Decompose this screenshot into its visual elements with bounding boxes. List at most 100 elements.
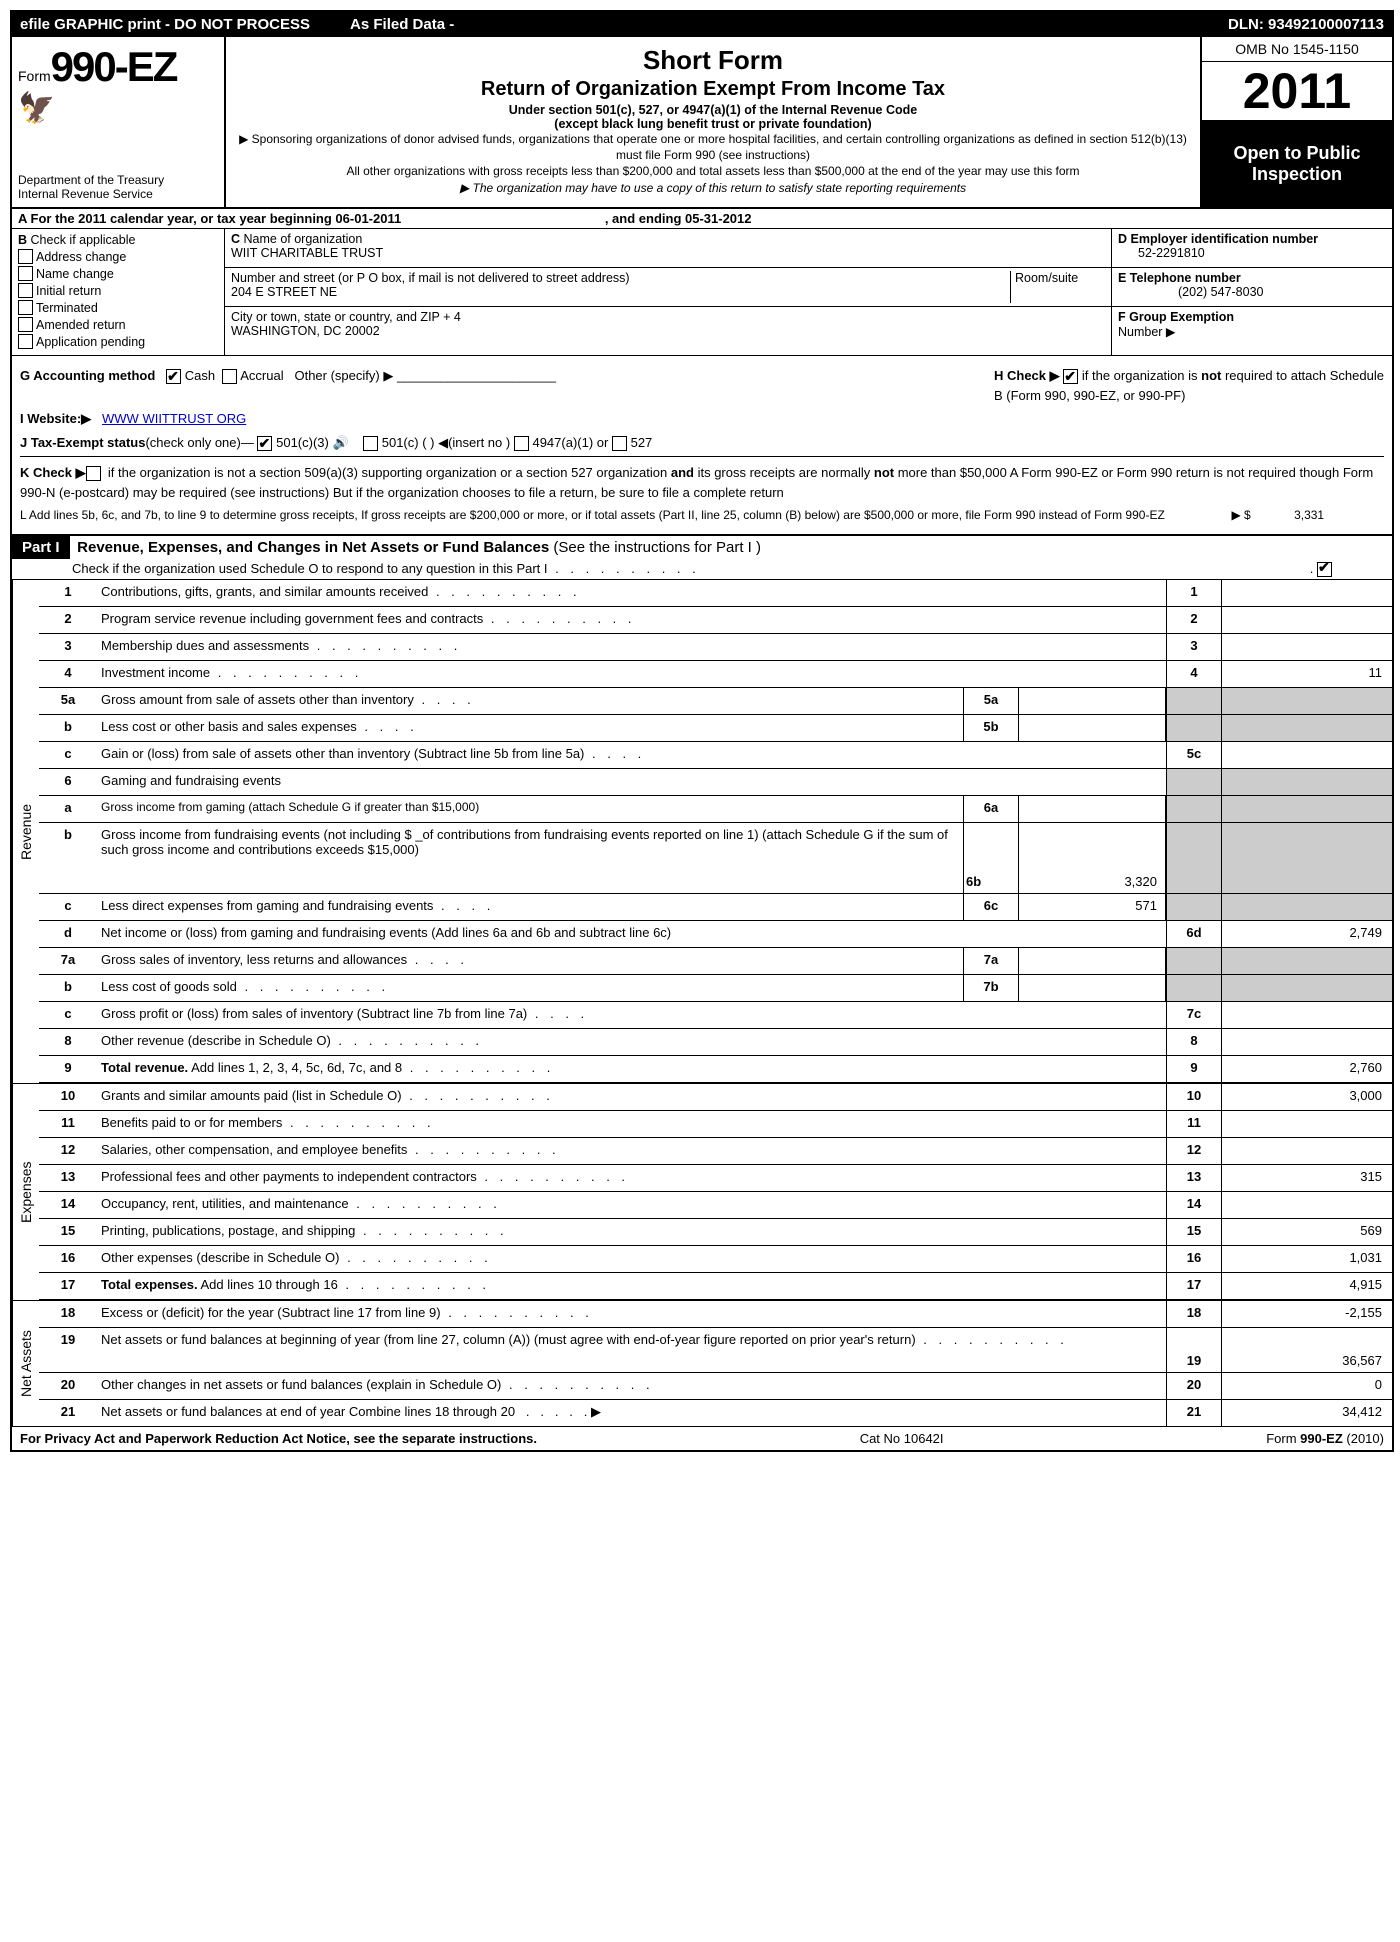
line-19: Net assets or fund balances at beginning… <box>97 1328 1166 1372</box>
line-21-val: 34,412 <box>1222 1400 1392 1426</box>
part1-title-wrap: Revenue, Expenses, and Changes in Net As… <box>73 536 765 559</box>
street-value: 204 E STREET NE <box>231 285 337 299</box>
chk-name-change[interactable] <box>18 266 33 281</box>
chk-501c3[interactable] <box>257 436 272 451</box>
website-link[interactable]: WWW WIITTRUST ORG <box>102 411 246 426</box>
col-d: D Employer identification number 52-2291… <box>1111 229 1392 355</box>
subtitle: Under section 501(c), 527, or 4947(a)(1)… <box>236 103 1190 117</box>
line-18-val: -2,155 <box>1222 1301 1392 1327</box>
l-arrow: ▶ $ <box>1231 508 1250 522</box>
expenses-section: Expenses 10Grants and similar amounts pa… <box>12 1083 1392 1300</box>
irs-label: Internal Revenue Service <box>18 187 218 201</box>
col-b: B Check if applicable Address change Nam… <box>12 229 225 355</box>
ein-label: D Employer identification number <box>1118 232 1318 246</box>
g-accounting-label: G Accounting method <box>20 368 155 383</box>
city-value: WASHINGTON, DC 20002 <box>231 324 380 338</box>
line-6c: Less direct expenses from gaming and fun… <box>97 894 963 920</box>
ein-value: 52-2291810 <box>1138 246 1205 260</box>
form-number-big: 990-EZ <box>51 43 177 90</box>
l-text: L Add lines 5b, 6c, and 7b, to line 9 to… <box>20 508 1165 522</box>
dept-treasury: Department of the Treasury <box>18 173 218 187</box>
line-8: Other revenue (describe in Schedule O) <box>97 1029 1166 1055</box>
city-label: City or town, state or country, and ZIP … <box>231 310 461 324</box>
line-17-val: 4,915 <box>1222 1273 1392 1299</box>
line-16: Other expenses (describe in Schedule O) <box>97 1246 1166 1272</box>
line-21: Net assets or fund balances at end of ye… <box>97 1400 1166 1426</box>
phone-label: E Telephone number <box>1118 271 1241 285</box>
open-public-1: Open to Public <box>1206 143 1388 164</box>
line-3: Membership dues and assessments <box>97 634 1166 660</box>
side-revenue: Revenue <box>12 580 39 1083</box>
chk-4947[interactable] <box>514 436 529 451</box>
chk-terminated[interactable] <box>18 300 33 315</box>
header: Form990-EZ 🦅 Department of the Treasury … <box>12 37 1392 209</box>
line-5a: Gross amount from sale of assets other t… <box>97 688 963 714</box>
chk-amended[interactable] <box>18 317 33 332</box>
chk-cash[interactable] <box>166 369 181 384</box>
lbl-accrual: Accrual <box>240 368 283 383</box>
subtitle2: (except black lung benefit trust or priv… <box>236 117 1190 131</box>
org-name-label: Name of organization <box>244 232 363 246</box>
chk-h-not-required[interactable] <box>1063 369 1078 384</box>
chk-initial-return[interactable] <box>18 283 33 298</box>
line-7b: Less cost of goods sold <box>97 975 963 1001</box>
chk-schedule-o[interactable] <box>1317 562 1332 577</box>
footer-mid: Cat No 10642I <box>860 1431 944 1446</box>
line-16-val: 1,031 <box>1222 1246 1392 1272</box>
room-suite-label: Room/suite <box>1010 271 1105 303</box>
b-label: B <box>18 233 27 247</box>
netassets-section: Net Assets 18Excess or (deficit) for the… <box>12 1300 1392 1426</box>
chk-k[interactable] <box>86 466 101 481</box>
line-17-bold: Total expenses. <box>101 1277 198 1292</box>
chk-pending[interactable] <box>18 334 33 349</box>
row-a: A For the 2011 calendar year, or tax yea… <box>12 209 1392 229</box>
chk-accrual[interactable] <box>222 369 237 384</box>
line-20: Other changes in net assets or fund bala… <box>97 1373 1166 1399</box>
l-value: 3,331 <box>1294 508 1324 522</box>
line-6b: Gross income from fundraising events (no… <box>97 823 963 893</box>
line-9-rest: Add lines 1, 2, 3, 4, 5c, 6d, 7c, and 8 <box>191 1060 402 1075</box>
main-title: Return of Organization Exempt From Incom… <box>236 78 1190 101</box>
chk-501c[interactable] <box>363 436 378 451</box>
part1-label: Part I <box>12 536 70 559</box>
top-bar: efile GRAPHIC print - DO NOT PROCESS As … <box>12 12 1392 37</box>
header-center: Short Form Return of Organization Exempt… <box>226 37 1200 207</box>
line-9-bold: Total revenue. <box>101 1060 188 1075</box>
line-5b: Less cost or other basis and sales expen… <box>97 715 963 741</box>
h-label: H Check ▶ <box>994 368 1060 383</box>
side-netassets: Net Assets <box>12 1301 39 1426</box>
form-990ez: efile GRAPHIC print - DO NOT PROCESS As … <box>10 10 1394 1452</box>
lbl-name-change: Name change <box>36 267 114 281</box>
line-20-val: 0 <box>1222 1373 1392 1399</box>
line-13: Professional fees and other payments to … <box>97 1165 1166 1191</box>
form-number: Form990-EZ <box>18 43 218 91</box>
short-form-title: Short Form <box>236 45 1190 76</box>
info-block: G Accounting method Cash Accrual Other (… <box>12 356 1392 534</box>
line-6a: Gross income from gaming (attach Schedul… <box>97 796 963 822</box>
chk-527[interactable] <box>612 436 627 451</box>
lbl-amended: Amended return <box>36 318 126 332</box>
side-expenses: Expenses <box>12 1084 39 1300</box>
line-4-val: 11 <box>1222 661 1392 687</box>
org-name: WIIT CHARITABLE TRUST <box>231 246 383 260</box>
open-public-badge: Open to Public Inspection <box>1202 121 1392 207</box>
line-19-val: 36,567 <box>1222 1328 1392 1372</box>
row-a-end: , and ending 05-31-2012 <box>605 211 752 226</box>
lbl-527: 527 <box>631 435 653 450</box>
part1-header-row: Part I Revenue, Expenses, and Changes in… <box>12 534 1392 580</box>
lbl-pending: Application pending <box>36 335 145 349</box>
line-2: Program service revenue including govern… <box>97 607 1166 633</box>
line-10-val: 3,000 <box>1222 1084 1392 1110</box>
website-label: I Website:▶ <box>20 411 91 426</box>
line-5c: Gain or (loss) from sale of assets other… <box>97 742 1166 768</box>
chk-address-change[interactable] <box>18 249 33 264</box>
k-body: if the organization is not a section 509… <box>20 465 1373 500</box>
part1-title: Revenue, Expenses, and Changes in Net As… <box>77 539 549 556</box>
lbl-4947: 4947(a)(1) or <box>532 435 608 450</box>
phone-value: (202) 547-8030 <box>1178 285 1263 299</box>
section-bcd: B Check if applicable Address change Nam… <box>12 229 1392 356</box>
group-exemption-number: Number ▶ <box>1118 325 1176 339</box>
c-label: C <box>231 232 240 246</box>
row-a-begin: A For the 2011 calendar year, or tax yea… <box>18 211 401 226</box>
tax-year: 2011 <box>1202 62 1392 121</box>
